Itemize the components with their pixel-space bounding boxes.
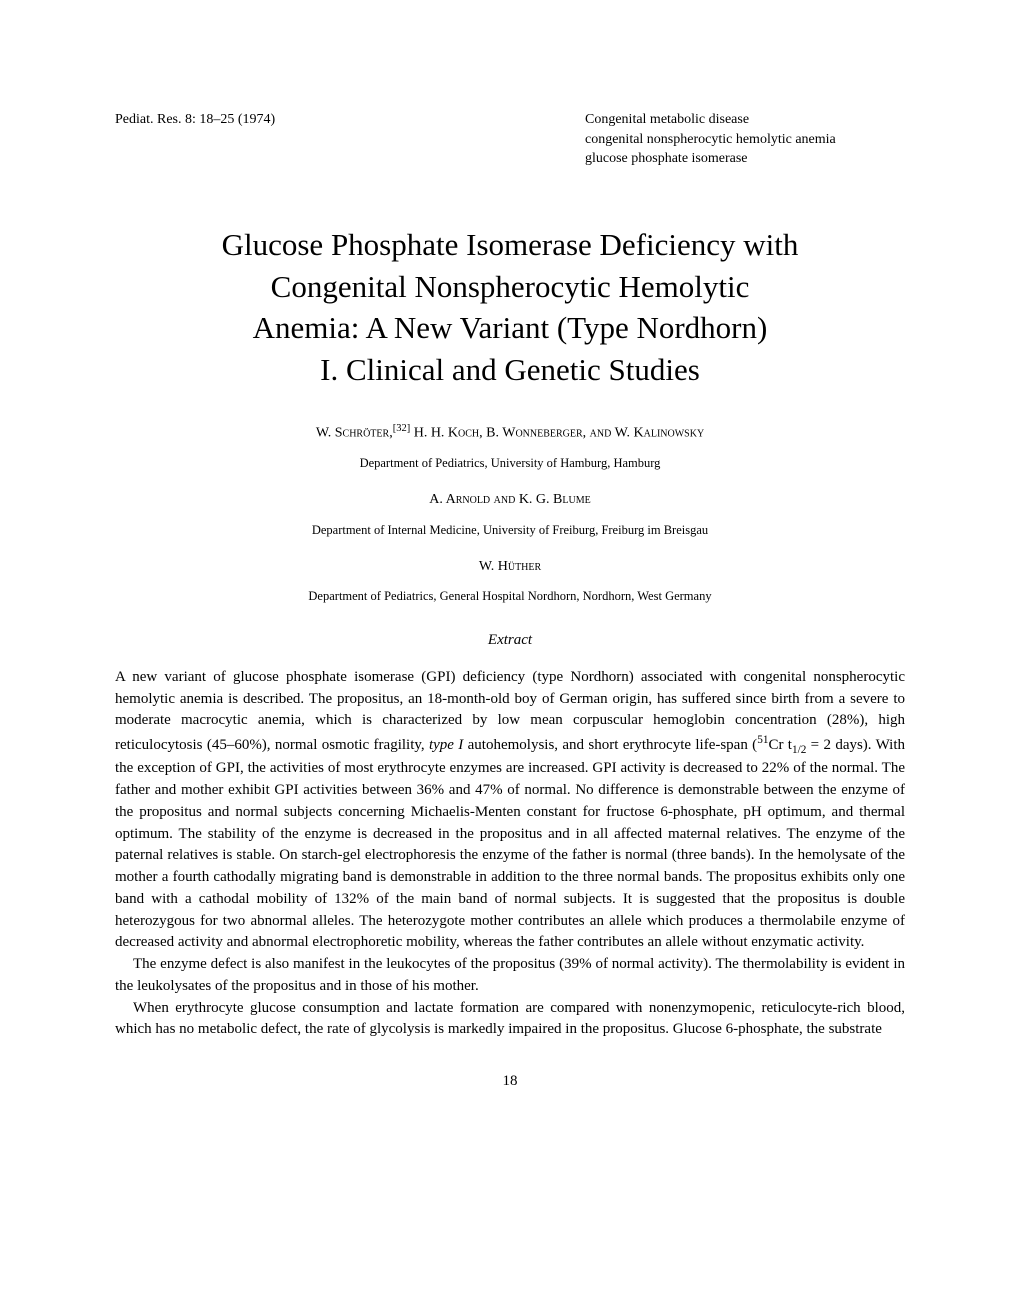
article-title: Glucose Phosphate Isomerase Deficiency w… [115,224,905,391]
affiliation: Department of Pediatrics, University of … [115,454,905,472]
keyword-line: congenital nonspherocytic hemolytic anem… [585,130,905,150]
italic-text: type I [429,737,463,753]
paragraph: When erythrocyte glucose consumption and… [115,998,905,1042]
affiliation: Department of Internal Medicine, Univers… [115,521,905,539]
text-run: = 2 days). With the exception of GPI, th… [115,737,905,950]
author-names: H. H. Koch, B. Wonneberger, and W. Kalin… [410,426,704,441]
subscript: 1/2 [792,744,806,756]
author-group: W. Hüther [115,557,905,577]
affiliation: Department of Pediatrics, General Hospit… [115,587,905,605]
extract-body: A new variant of glucose phosphate isome… [115,667,905,1041]
page-number: 18 [115,1071,905,1093]
paragraph: The enzyme defect is also manifest in th… [115,954,905,998]
author-ref: [32] [393,423,411,434]
authors-block: W. Schröter,[32] H. H. Koch, B. Wonneber… [115,421,905,605]
title-line: Anemia: A New Variant (Type Nordhorn) [253,310,768,345]
citation: Pediat. Res. 8: 18–25 (1974) [115,110,435,169]
author-names: W. Schröter, [316,426,393,441]
paragraph: A new variant of glucose phosphate isome… [115,667,905,954]
text-run: Cr t [768,737,792,753]
author-group: A. Arnold and K. G. Blume [115,490,905,510]
page-header: Pediat. Res. 8: 18–25 (1974) Congenital … [115,110,905,169]
author-group: W. Schröter,[32] H. H. Koch, B. Wonneber… [115,421,905,444]
extract-heading: Extract [115,630,905,652]
keyword-line: glucose phosphate isomerase [585,149,905,169]
title-line: Glucose Phosphate Isomerase Deficiency w… [222,227,799,262]
keyword-line: Congenital metabolic disease [585,110,905,130]
superscript: 51 [757,734,768,746]
keywords: Congenital metabolic disease congenital … [435,110,905,169]
title-line: I. Clinical and Genetic Studies [320,352,700,387]
text-run: autohemolysis, and short erythrocyte lif… [463,737,757,753]
title-line: Congenital Nonspherocytic Hemolytic [271,269,750,304]
